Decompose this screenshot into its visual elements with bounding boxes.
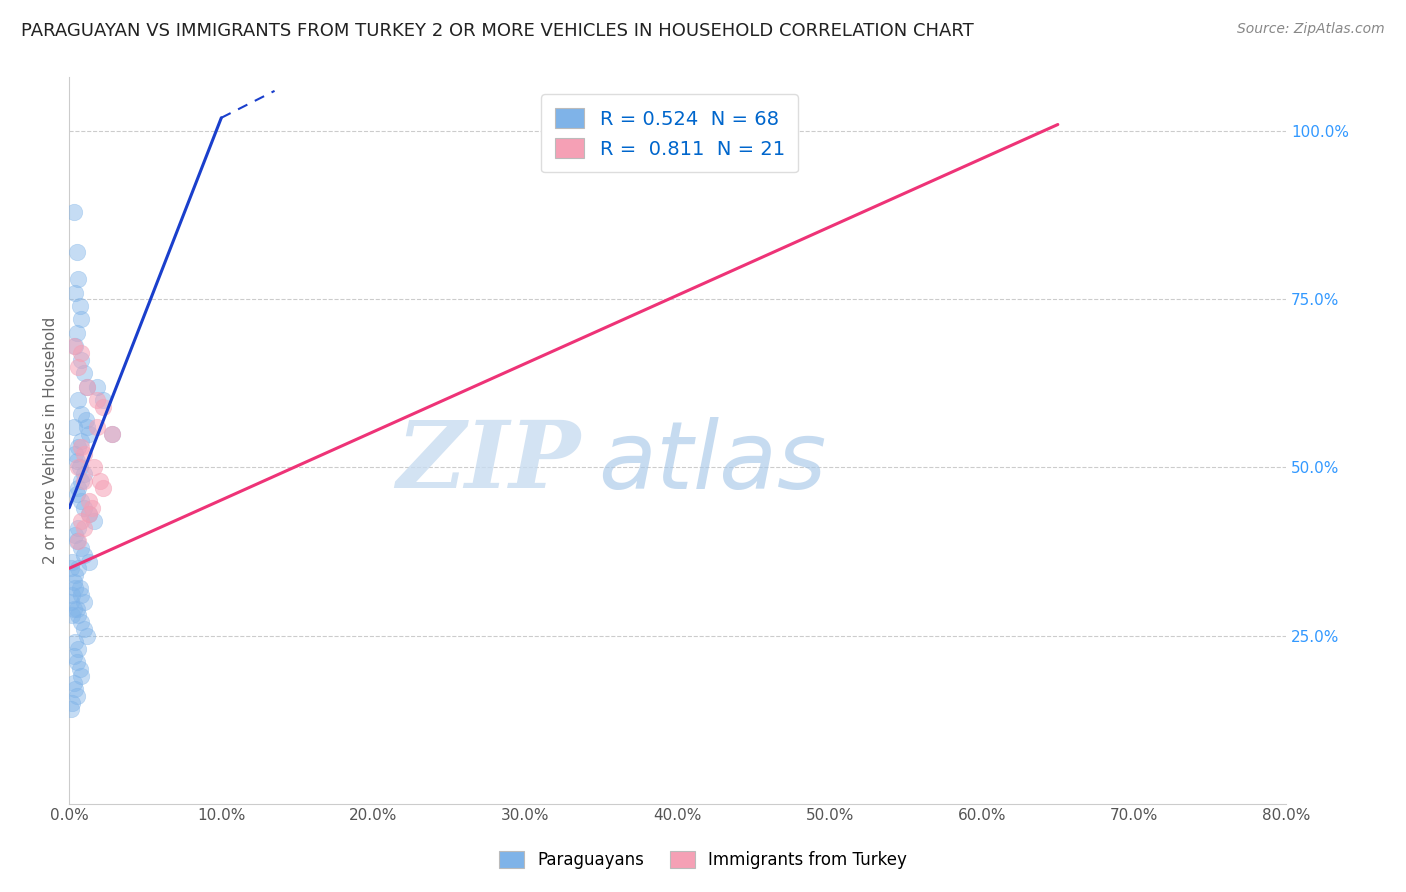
Point [91,400,114,414]
Point [73,622,96,636]
Point [86,393,108,408]
Point [62,648,84,663]
Point [70,312,93,326]
Point [65,285,87,300]
Point [60,696,83,710]
Point [73,474,96,488]
Text: atlas: atlas [599,417,827,508]
Point [62,601,84,615]
Point [70,346,93,360]
Point [70,407,93,421]
Point [69,460,91,475]
Point [67,359,90,374]
Point [91,481,114,495]
Point [67,534,90,549]
Point [66,487,89,501]
Point [66,689,89,703]
Point [70,588,93,602]
Point [73,521,96,535]
Point [60,608,83,623]
Point [73,548,96,562]
Point [67,608,90,623]
Point [67,521,90,535]
Point [62,339,84,353]
Point [80,500,103,515]
Point [67,561,90,575]
Point [73,500,96,515]
Point [70,615,93,629]
Point [62,205,84,219]
Point [77,426,100,441]
Point [67,460,90,475]
Point [62,574,84,589]
Point [69,299,91,313]
Point [70,474,93,488]
Text: PARAGUAYAN VS IMMIGRANTS FROM TURKEY 2 OR MORE VEHICLES IN HOUSEHOLD CORRELATION: PARAGUAYAN VS IMMIGRANTS FROM TURKEY 2 O… [21,22,974,40]
Point [59,561,82,575]
Point [73,366,96,380]
Point [70,541,93,555]
Point [66,534,89,549]
Point [101,426,124,441]
Text: Source: ZipAtlas.com: Source: ZipAtlas.com [1237,22,1385,37]
Point [66,326,89,340]
Point [70,434,93,448]
Point [66,245,89,260]
Point [69,582,91,596]
Point [65,527,87,541]
Point [73,595,96,609]
Y-axis label: 2 or more Vehicles in Household: 2 or more Vehicles in Household [44,317,58,564]
Point [86,420,108,434]
Point [77,494,100,508]
Point [75,413,97,427]
Point [77,508,100,522]
Point [62,420,84,434]
Point [83,460,105,475]
Point [76,380,98,394]
Point [59,702,82,716]
Point [76,420,98,434]
Point [91,393,114,408]
Legend: Paraguayans, Immigrants from Turkey: Paraguayans, Immigrants from Turkey [489,841,917,880]
Point [65,682,87,697]
Point [66,601,89,615]
Point [86,380,108,394]
Point [70,352,93,367]
Point [60,588,83,602]
Point [67,440,90,454]
Point [66,453,89,467]
Point [65,339,87,353]
Point [66,656,89,670]
Point [65,568,87,582]
Point [73,467,96,482]
Point [60,555,83,569]
Point [69,662,91,676]
Point [83,514,105,528]
Point [65,447,87,461]
Point [70,669,93,683]
Point [70,494,93,508]
Point [62,675,84,690]
Point [65,582,87,596]
Point [89,474,111,488]
Point [76,380,98,394]
Point [101,426,124,441]
Text: ZIP: ZIP [396,417,581,508]
Point [73,447,96,461]
Point [67,272,90,286]
Point [70,440,93,454]
Point [65,635,87,649]
Legend: R = 0.524  N = 68, R =  0.811  N = 21: R = 0.524 N = 68, R = 0.811 N = 21 [541,95,799,172]
Point [59,595,82,609]
Point [77,508,100,522]
Point [70,514,93,528]
Point [67,642,90,657]
Point [67,481,90,495]
Point [67,393,90,408]
Point [76,628,98,642]
Point [77,555,100,569]
